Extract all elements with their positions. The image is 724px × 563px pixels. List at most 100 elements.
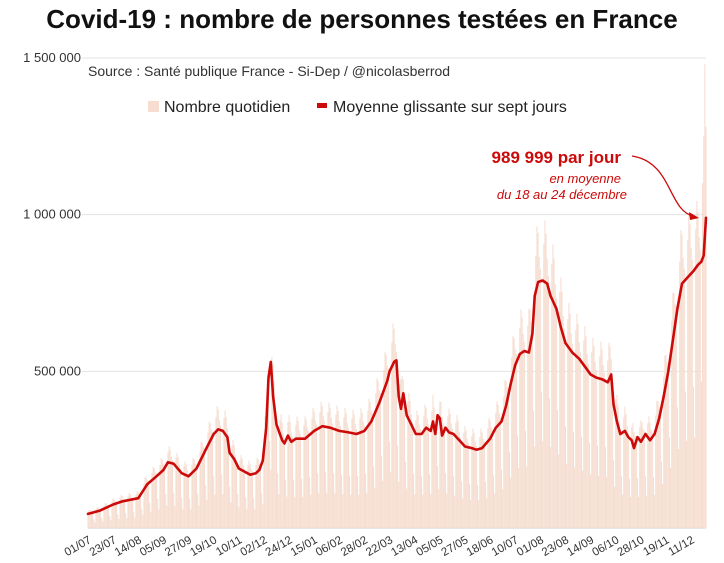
daily-bar: [496, 401, 498, 528]
daily-bar: [552, 244, 554, 528]
daily-bar: [470, 499, 472, 528]
daily-bar: [672, 293, 674, 528]
daily-bar: [233, 445, 235, 528]
daily-bar: [563, 329, 565, 528]
daily-bar: [319, 412, 321, 528]
x-tick-label: 27/05: [440, 534, 471, 559]
daily-bar: [561, 292, 563, 528]
daily-bar: [235, 460, 238, 528]
daily-bar: [566, 463, 568, 528]
y-axis-ticks: 500 000 1 000 000 1 500 000: [23, 50, 81, 378]
daily-bar: [333, 473, 335, 528]
daily-bar: [402, 379, 404, 528]
daily-bar: [177, 457, 179, 528]
daily-bar: [369, 402, 371, 528]
daily-bar: [458, 431, 460, 528]
daily-bar: [697, 212, 699, 528]
moving-average-line: [86, 216, 708, 516]
daily-bar: [700, 381, 702, 528]
daily-bar: [472, 428, 474, 528]
daily-bar: [595, 370, 597, 528]
daily-bar: [478, 500, 480, 528]
x-tick-label: 05/09: [138, 534, 169, 559]
daily-bar: [263, 437, 265, 528]
daily-bar: [438, 489, 440, 528]
daily-bar: [666, 362, 668, 528]
daily-bar: [681, 234, 683, 528]
daily-bar: [345, 412, 347, 528]
daily-bar: [479, 436, 481, 528]
daily-bar: [122, 498, 124, 528]
daily-bar: [315, 424, 317, 528]
daily-bar: [359, 418, 361, 528]
daily-bar: [558, 454, 560, 528]
daily-bar: [471, 436, 473, 528]
daily-bar: [656, 400, 658, 528]
daily-bar: [385, 355, 387, 528]
daily-bar: [555, 297, 557, 528]
daily-bar: [489, 420, 491, 528]
daily-bar: [224, 410, 226, 528]
daily-bar: [117, 514, 119, 528]
daily-bar: [279, 419, 281, 528]
daily-bar: [130, 496, 132, 528]
daily-bar: [516, 435, 519, 528]
daily-bar: [182, 508, 184, 528]
daily-bar: [413, 473, 415, 528]
daily-bar: [689, 224, 691, 528]
daily-bar: [168, 446, 170, 528]
daily-bar: [440, 401, 442, 528]
daily-bar: [475, 445, 477, 528]
daily-bar: [459, 437, 461, 528]
daily-bar: [682, 257, 684, 528]
daily-bar: [620, 475, 622, 528]
annotation-arrow: [631, 155, 694, 217]
daily-bar: [201, 442, 203, 528]
daily-bar: [424, 404, 426, 529]
daily-bar: [705, 126, 707, 529]
daily-bar: [544, 220, 546, 529]
daily-bar: [564, 426, 567, 528]
daily-bar: [98, 509, 100, 528]
daily-bar: [400, 379, 402, 528]
daily-bar: [591, 352, 593, 528]
daily-bar: [534, 446, 536, 528]
daily-bar: [219, 425, 222, 528]
daily-bar: [116, 502, 118, 528]
daily-bar: [414, 494, 416, 528]
x-tick-label: 11/12: [666, 534, 696, 558]
daily-bar: [255, 464, 257, 528]
daily-bar: [658, 407, 660, 528]
daily-bar: [335, 414, 337, 528]
daily-bar: [353, 414, 355, 528]
daily-bar: [339, 426, 341, 528]
daily-bar: [686, 440, 688, 528]
daily-bar: [274, 403, 276, 528]
daily-bar: [262, 504, 264, 528]
daily-bar: [660, 461, 662, 528]
daily-bar: [627, 432, 629, 528]
daily-bar: [207, 432, 209, 528]
daily-bar: [487, 428, 489, 528]
daily-bar: [469, 483, 471, 528]
daily-bar: [668, 437, 670, 528]
daily-bar: [522, 334, 524, 529]
daily-bar: [226, 428, 228, 528]
daily-bar: [291, 436, 293, 528]
daily-bar: [391, 342, 393, 528]
daily-bar: [242, 465, 244, 528]
daily-bar: [174, 505, 176, 528]
daily-bar: [273, 381, 275, 528]
daily-bar: [520, 309, 522, 528]
daily-bar: [210, 429, 212, 528]
daily-bar: [301, 478, 303, 528]
daily-bar: [325, 472, 327, 528]
daily-bar: [323, 421, 325, 528]
daily-bar: [416, 410, 418, 528]
daily-bar: [230, 502, 232, 528]
daily-bar: [181, 497, 183, 528]
daily-bar: [109, 515, 111, 528]
daily-bar: [665, 355, 667, 528]
daily-bar: [102, 521, 104, 528]
daily-bar: [403, 394, 405, 528]
